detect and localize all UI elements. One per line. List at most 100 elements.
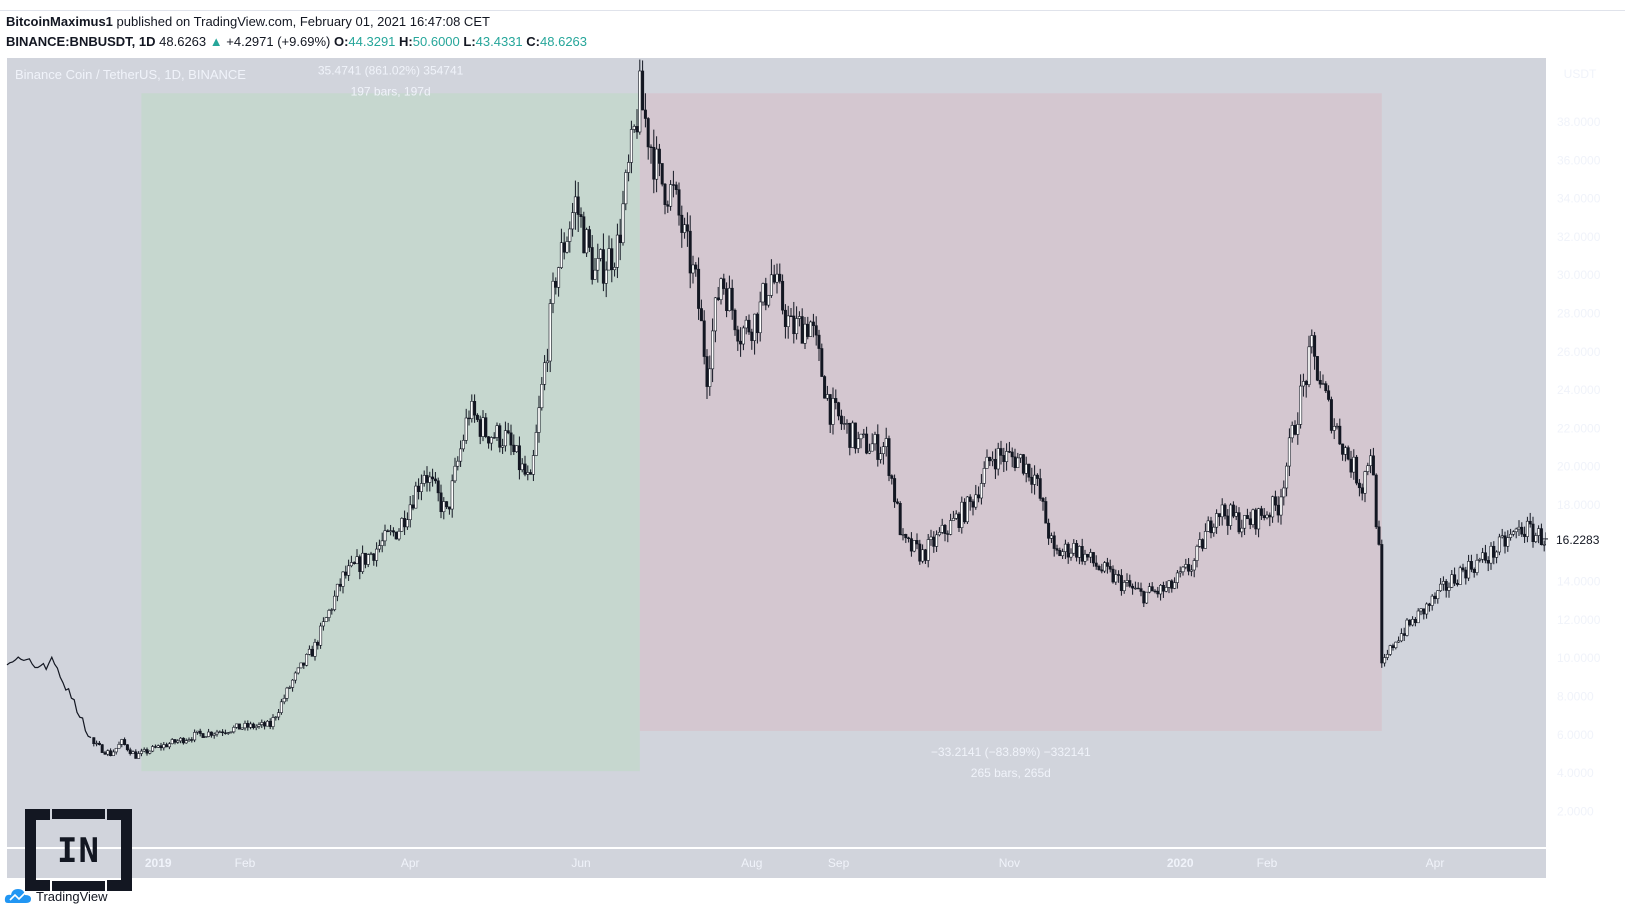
candle[interactable]	[453, 457, 457, 484]
candle[interactable]	[288, 685, 292, 689]
candle[interactable]	[1243, 515, 1247, 536]
candle[interactable]	[375, 542, 379, 567]
candle[interactable]	[657, 143, 661, 177]
candle[interactable]	[730, 279, 734, 320]
candle[interactable]	[646, 117, 650, 160]
candle[interactable]	[1447, 582, 1451, 598]
candle[interactable]	[806, 316, 810, 340]
candle[interactable]	[755, 312, 759, 344]
candle[interactable]	[694, 262, 698, 277]
candle[interactable]	[1282, 480, 1286, 506]
candle[interactable]	[1226, 509, 1230, 535]
candle[interactable]	[123, 737, 127, 746]
candle[interactable]	[725, 282, 729, 318]
candle[interactable]	[1366, 462, 1370, 476]
candle[interactable]	[324, 616, 328, 622]
candle[interactable]	[862, 428, 866, 439]
candle[interactable]	[431, 468, 435, 487]
candle[interactable]	[111, 749, 115, 757]
candle[interactable]	[1537, 525, 1541, 544]
candle[interactable]	[1478, 557, 1482, 563]
candle[interactable]	[1010, 447, 1014, 468]
candle[interactable]	[979, 474, 983, 505]
candle[interactable]	[750, 328, 754, 350]
candle[interactable]	[1248, 511, 1252, 530]
candle[interactable]	[1049, 532, 1053, 544]
candle[interactable]	[1307, 335, 1311, 388]
candle[interactable]	[1399, 628, 1403, 643]
candle[interactable]	[937, 527, 941, 537]
candle[interactable]	[512, 434, 516, 455]
candle[interactable]	[727, 275, 731, 312]
candle[interactable]	[893, 474, 897, 508]
candle[interactable]	[1072, 539, 1076, 556]
candle[interactable]	[1201, 538, 1205, 552]
candle[interactable]	[1397, 636, 1401, 643]
candle[interactable]	[515, 445, 519, 453]
candle[interactable]	[1355, 454, 1359, 486]
candle[interactable]	[963, 498, 967, 524]
candle[interactable]	[1016, 452, 1020, 469]
candle[interactable]	[1002, 447, 1006, 473]
candle[interactable]	[487, 436, 491, 449]
candle[interactable]	[1159, 583, 1163, 601]
candle[interactable]	[1444, 579, 1448, 598]
candle[interactable]	[229, 731, 233, 734]
candle[interactable]	[909, 532, 913, 557]
candle[interactable]	[403, 510, 407, 536]
candle[interactable]	[1195, 544, 1199, 568]
candle[interactable]	[1097, 564, 1101, 571]
candle[interactable]	[243, 720, 247, 731]
candle[interactable]	[1229, 503, 1233, 530]
candle[interactable]	[436, 477, 440, 502]
candle[interactable]	[932, 531, 936, 553]
candle[interactable]	[1481, 547, 1485, 563]
candle[interactable]	[699, 299, 703, 322]
candle[interactable]	[856, 431, 860, 454]
candle[interactable]	[786, 305, 790, 339]
candle[interactable]	[134, 749, 138, 759]
candle[interactable]	[302, 662, 306, 669]
candle[interactable]	[383, 524, 387, 547]
candle[interactable]	[1147, 582, 1151, 594]
candle[interactable]	[587, 225, 591, 253]
candle[interactable]	[249, 721, 253, 730]
candle[interactable]	[1497, 533, 1501, 556]
candle[interactable]	[604, 261, 608, 298]
candle[interactable]	[991, 451, 995, 467]
candle[interactable]	[1489, 542, 1493, 570]
candle[interactable]	[702, 310, 706, 365]
candle[interactable]	[1304, 379, 1308, 398]
candle[interactable]	[610, 238, 614, 283]
candle[interactable]	[993, 448, 997, 479]
candle[interactable]	[109, 748, 113, 757]
candle[interactable]	[649, 144, 653, 164]
candle[interactable]	[1055, 544, 1059, 555]
candle[interactable]	[1178, 566, 1182, 578]
candle[interactable]	[579, 207, 583, 228]
candle[interactable]	[526, 465, 530, 481]
candle[interactable]	[1441, 576, 1445, 591]
candle[interactable]	[484, 413, 488, 439]
candle[interactable]	[1035, 473, 1039, 487]
candle[interactable]	[573, 180, 577, 230]
candle[interactable]	[1061, 548, 1065, 559]
candle[interactable]	[1175, 569, 1179, 589]
candle[interactable]	[1265, 511, 1269, 520]
candle[interactable]	[697, 257, 701, 320]
candle[interactable]	[380, 532, 384, 553]
candle[interactable]	[372, 553, 376, 566]
candle[interactable]	[1080, 538, 1084, 565]
author-name[interactable]: BitcoinMaximus1	[6, 14, 113, 29]
candle[interactable]	[540, 377, 544, 411]
candle[interactable]	[506, 422, 510, 435]
candle[interactable]	[1044, 496, 1048, 524]
candle[interactable]	[274, 716, 278, 721]
candle[interactable]	[828, 393, 832, 433]
candle[interactable]	[195, 730, 199, 735]
candle[interactable]	[1531, 516, 1535, 548]
candle[interactable]	[1133, 581, 1137, 590]
candle[interactable]	[1332, 418, 1336, 440]
candle[interactable]	[895, 498, 899, 505]
candle[interactable]	[1013, 448, 1017, 472]
